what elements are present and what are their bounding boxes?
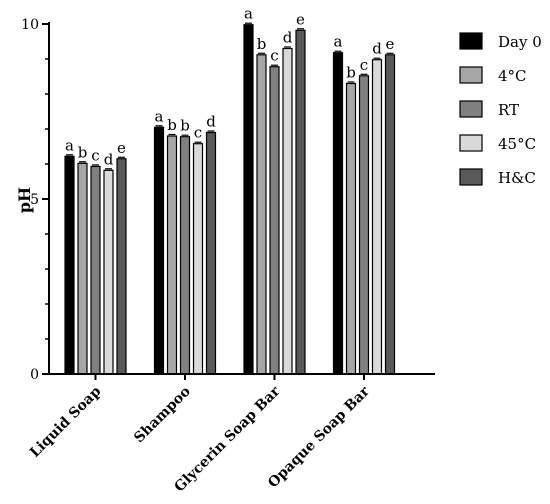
legend-swatch [459, 66, 483, 84]
legend-item: Day 0 [459, 32, 542, 51]
legend-item: 4°C [459, 66, 527, 85]
legend-label: 45°C [498, 135, 536, 153]
significance-letter: b [167, 116, 177, 134]
significance-letter: d [372, 40, 382, 58]
bar [358, 75, 370, 375]
x-tick-label: Liquid Soap [27, 383, 105, 461]
bar [345, 82, 357, 375]
bar [116, 158, 127, 375]
bar [192, 143, 204, 375]
y-axis-label: pH [15, 187, 34, 213]
bar [332, 52, 344, 375]
significance-letter: c [91, 146, 99, 164]
bar [77, 162, 88, 375]
bar [295, 29, 306, 375]
bar-group: a b b cd [153, 107, 217, 375]
significance-letter: b [180, 117, 190, 135]
significance-letter: d [206, 113, 216, 131]
significance-letter: a [65, 136, 74, 154]
significance-letter: c [270, 47, 278, 65]
legend-label: 4°C [498, 67, 527, 85]
bar [371, 59, 383, 375]
bar [179, 136, 191, 375]
bar [205, 131, 217, 375]
significance-letter: e [117, 139, 126, 157]
x-tick-label: Shampoo [131, 384, 194, 447]
bar [282, 47, 293, 375]
significance-letter: d [104, 150, 114, 168]
significance-letter: e [386, 35, 395, 53]
legend-swatch [459, 100, 483, 118]
y-tick-label: 5 [30, 192, 39, 208]
legend-label: RT [498, 101, 519, 119]
bar [166, 135, 178, 375]
x-tick-label: Opaque Soap Bar [265, 383, 373, 491]
legend-item: RT [459, 100, 519, 119]
bar [90, 165, 101, 375]
legend-label: H&C [498, 169, 536, 187]
bar [384, 54, 396, 375]
significance-letter: b [78, 143, 88, 161]
significance-letter: a [244, 5, 253, 23]
legend-item: 45°C [459, 134, 536, 153]
bar [153, 126, 165, 375]
y-tick-label: 0 [30, 367, 39, 383]
legend: Day 0 4°C RT 45°C H&C [459, 32, 542, 187]
bar [243, 24, 254, 375]
legend-swatch [459, 32, 483, 50]
legend-label: Day 0 [498, 33, 542, 51]
legend-swatch [459, 134, 483, 152]
bar [64, 155, 75, 375]
significance-letter: a [155, 107, 164, 125]
significance-letter: c [360, 56, 368, 74]
legend-item: H&C [459, 168, 536, 187]
significance-letter: b [346, 64, 356, 82]
bar [269, 66, 280, 375]
legend-swatch [459, 168, 483, 186]
y-axis: 0 5 10 [21, 17, 50, 383]
significance-letter: e [296, 10, 305, 28]
significance-letter: c [194, 124, 202, 142]
y-tick-label: 10 [21, 17, 39, 33]
bar [103, 169, 114, 375]
bar [256, 54, 267, 375]
significance-letter: b [257, 35, 267, 53]
significance-letter: d [283, 29, 293, 47]
significance-letter: a [334, 33, 343, 51]
